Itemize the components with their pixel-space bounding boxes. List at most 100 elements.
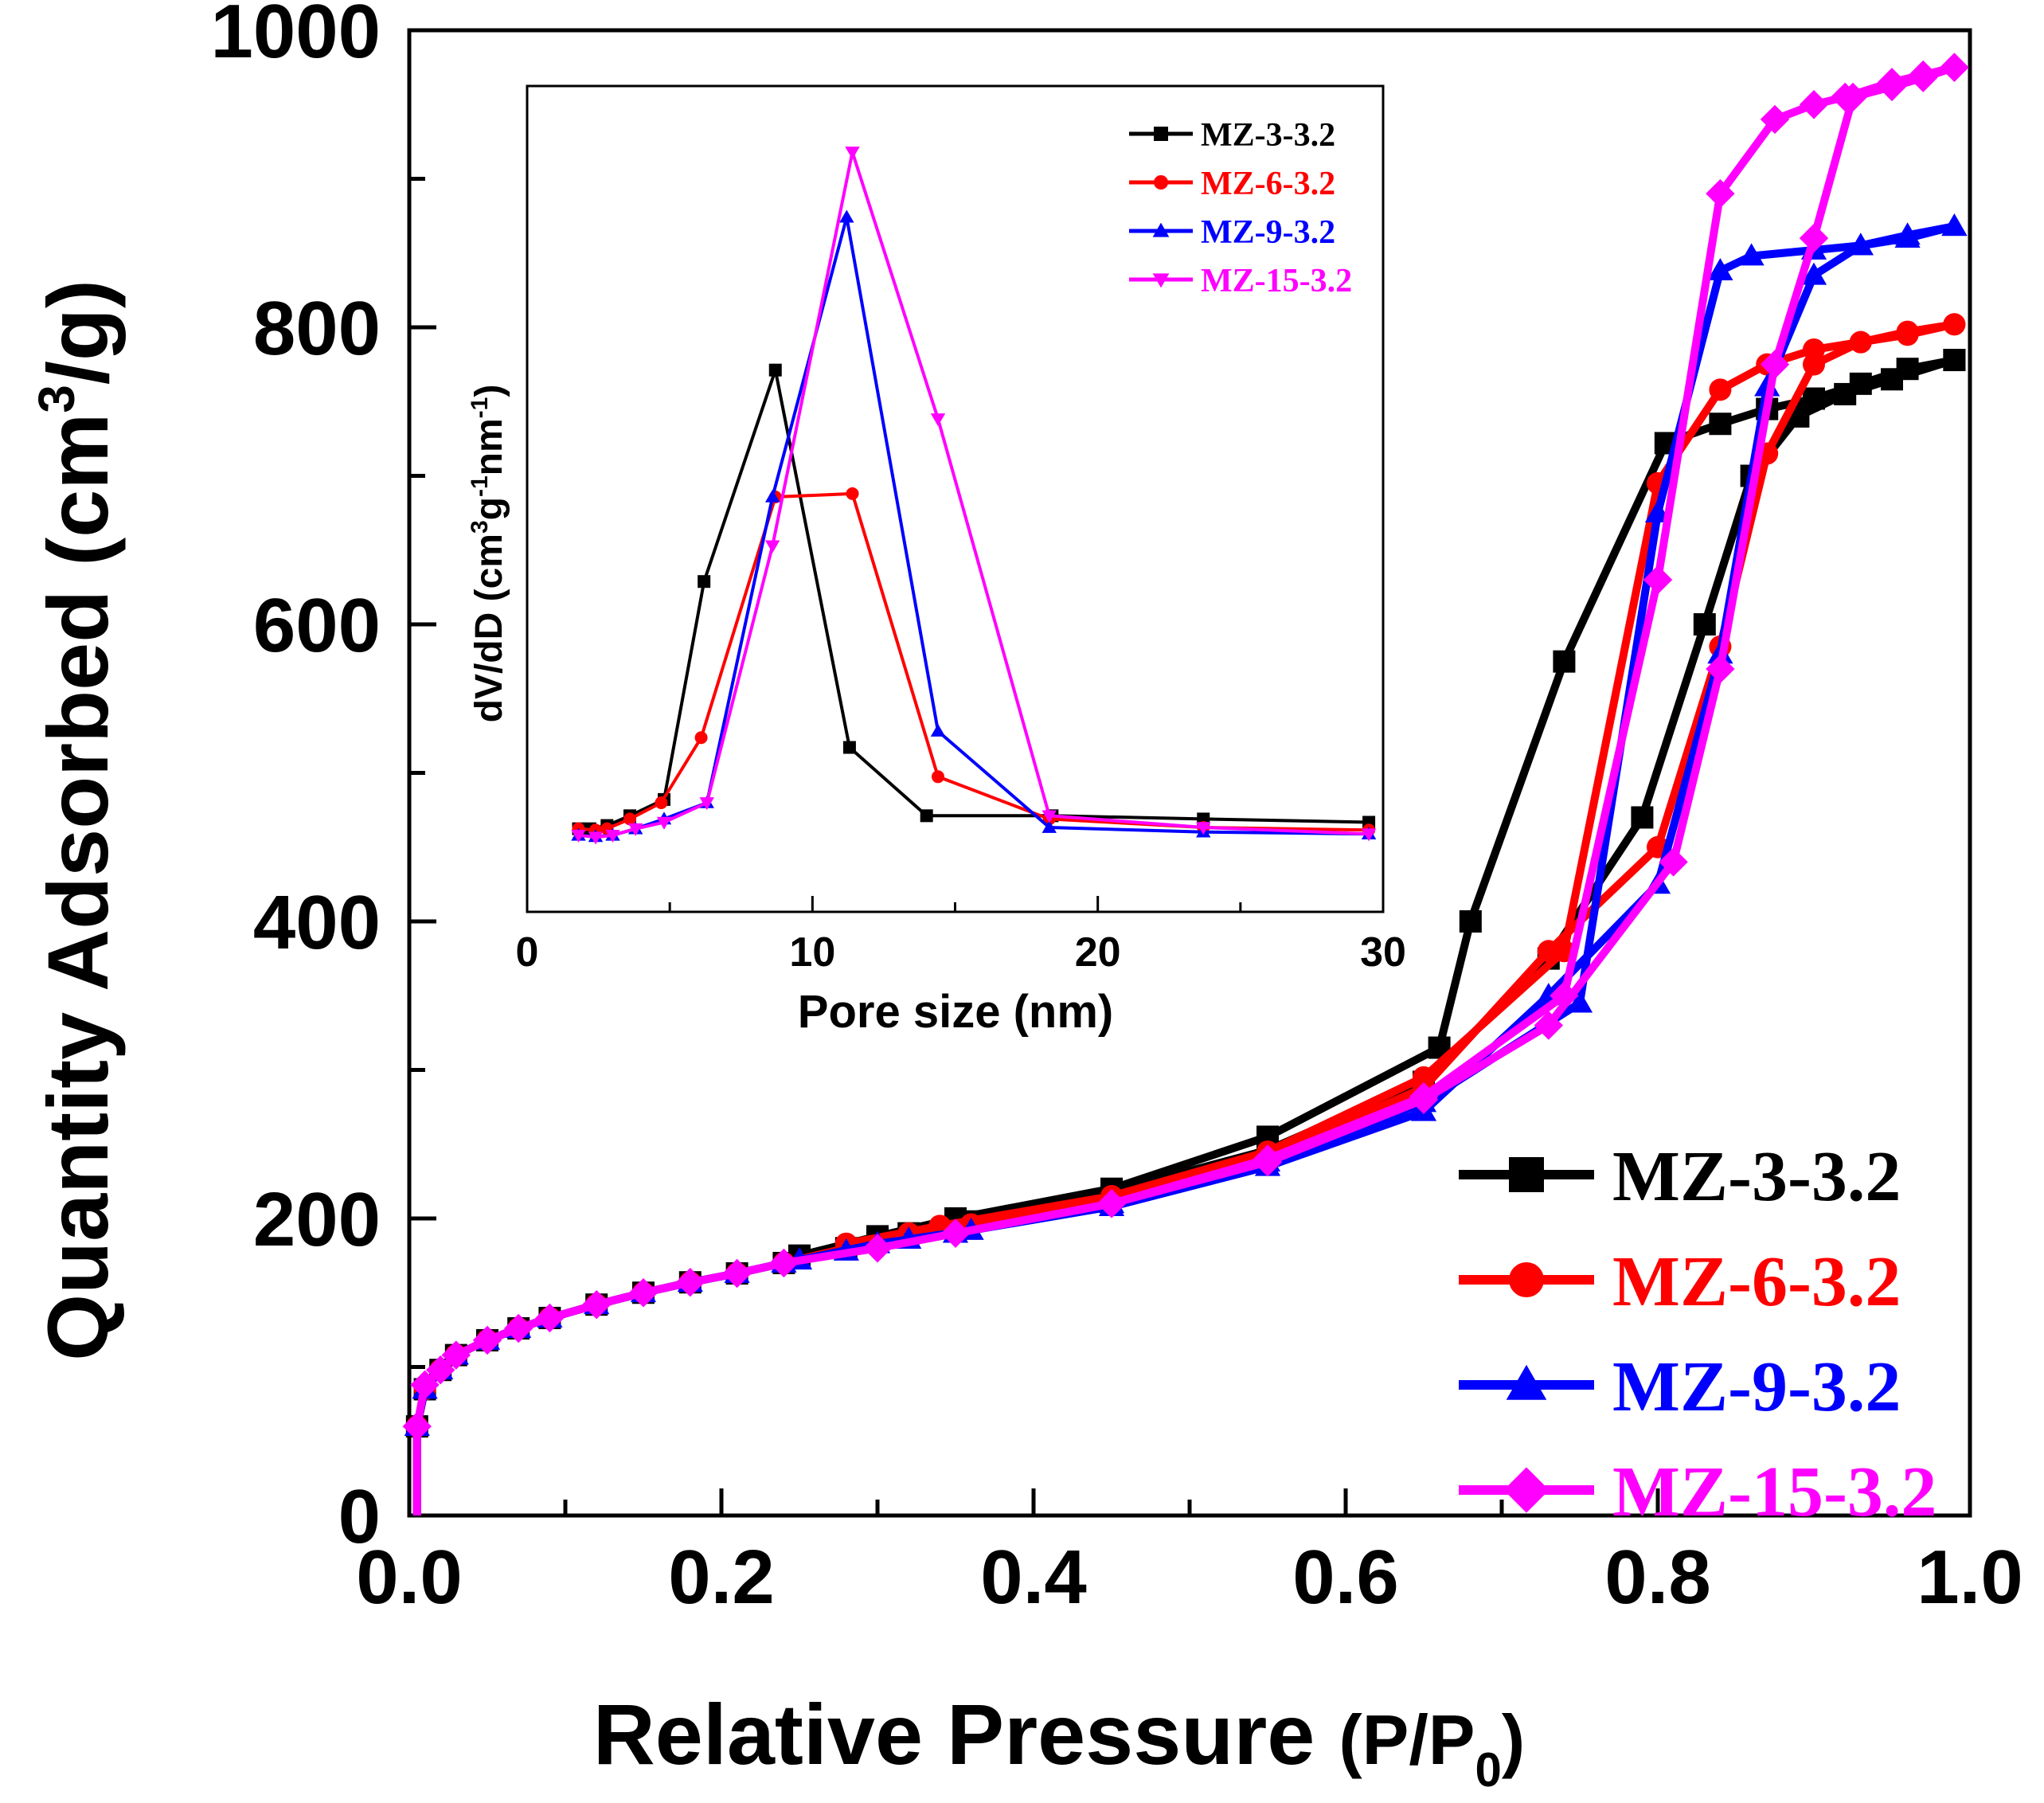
main-legend-label: MZ-15-3.2	[1612, 1453, 1937, 1531]
main-data-point	[1738, 243, 1765, 266]
main-data-point	[504, 1313, 533, 1343]
inset-legend-item: MZ-6-3.2	[1129, 166, 1335, 202]
main-data-point	[722, 1258, 752, 1289]
main-data-point	[1941, 213, 1968, 237]
inset-legend-label: MZ-6-3.2	[1201, 166, 1335, 202]
inset-legend-marker	[1152, 273, 1170, 288]
main-data-point	[1553, 650, 1576, 673]
main-data-point	[1877, 68, 1907, 97]
main-data-point	[1706, 178, 1735, 209]
main-legend-label: MZ-3-3.2	[1612, 1137, 1901, 1216]
inset-data-point	[698, 575, 711, 589]
inset-y-axis-title: dV/dD (cm3g-1nm-1)	[467, 385, 510, 723]
main-data-point	[1799, 223, 1829, 253]
inset-data-point	[1361, 828, 1377, 842]
main-x-axis-title: Relative Pressure (P/P0)	[593, 1686, 1525, 1797]
main-data-point	[1534, 1011, 1563, 1040]
inset-x-tick-label: 30	[1360, 929, 1406, 976]
main-data-point	[862, 1234, 893, 1263]
inset-x-tick-label: 20	[1075, 929, 1121, 976]
main-data-point	[1413, 1066, 1435, 1089]
main-data-point	[1894, 225, 1921, 248]
inset-data-point	[571, 830, 586, 843]
main-data-point	[1409, 1081, 1439, 1112]
inset-legend-label: MZ-3-3.2	[1201, 117, 1335, 154]
main-data-point	[1909, 60, 1938, 90]
main-data-point	[1847, 233, 1874, 256]
inset-data-point	[932, 770, 944, 784]
main-legend-label: MZ-9-3.2	[1612, 1347, 1901, 1426]
inset-data-point	[839, 209, 854, 223]
main-x-tick-label: 1.0	[1917, 1535, 2023, 1620]
main-data-point	[582, 1289, 612, 1320]
inset-legend-item: MZ-15-3.2	[1129, 263, 1352, 299]
main-data-point	[1643, 565, 1673, 595]
main-legend-marker	[1506, 1364, 1547, 1400]
inset-series-group	[571, 147, 1377, 845]
inset-data-point	[655, 796, 668, 809]
main-legend-label: MZ-6-3.2	[1612, 1242, 1901, 1321]
main-x-tick-label: 0.2	[668, 1535, 774, 1620]
main-data-point	[1760, 104, 1790, 135]
inset-legend-label: MZ-9-3.2	[1201, 214, 1335, 251]
main-x-tick-label: 0.8	[1604, 1535, 1710, 1620]
main-x-tick-label: 0.0	[356, 1535, 462, 1620]
inset-data-point	[920, 809, 933, 823]
inset-legend: MZ-3-3.2 MZ-6-3.2 MZ-9-3.2 MZ-15-3.2	[1129, 117, 1352, 299]
main-data-point	[1709, 413, 1732, 436]
main-data-point	[1709, 378, 1732, 401]
inset-x-axis-title: Pore size (nm)	[798, 986, 1113, 1038]
main-data-point	[675, 1267, 705, 1297]
inset-legend-item: MZ-9-3.2	[1129, 214, 1335, 251]
main-data-point	[1849, 330, 1872, 354]
main-legend: MZ-3-3.2 MZ-6-3.2 MZ-9-3.2 MZ-15-3.2	[1459, 1137, 1937, 1531]
main-data-point	[1896, 358, 1919, 381]
main-y-tick-label: 600	[253, 583, 381, 668]
inset-data-point	[1042, 810, 1057, 823]
main-data-point	[1659, 847, 1688, 877]
inset-data-point	[1196, 822, 1211, 835]
main-data-point	[1943, 349, 1966, 372]
main-data-point	[628, 1278, 659, 1308]
main-data-point	[402, 1411, 432, 1441]
main-data-point	[1940, 53, 1969, 82]
inset-data-point	[694, 731, 708, 745]
main-legend-item: MZ-3-3.2	[1459, 1137, 1901, 1216]
main-series-MZ-15-3.2	[402, 53, 1969, 1516]
inset-data-point	[699, 797, 714, 811]
inset-data-point	[764, 540, 780, 553]
main-y-tick-label: 0	[338, 1474, 381, 1559]
main-data-point	[426, 1355, 455, 1385]
inset-background	[527, 86, 1383, 912]
inset-data-point	[627, 823, 643, 836]
inset-series-MZ-15-3.2	[571, 147, 1377, 845]
main-legend-marker	[1503, 1467, 1550, 1513]
main-data-point	[1706, 654, 1735, 684]
main-data-point	[1803, 387, 1825, 410]
main-legend-item: MZ-6-3.2	[1459, 1242, 1901, 1321]
inset-x-tick-label: 0	[516, 929, 539, 976]
main-data-point	[1849, 372, 1872, 395]
main-data-point	[1800, 262, 1827, 285]
main-legend-item: MZ-9-3.2	[1459, 1347, 1901, 1426]
main-data-point	[1631, 806, 1654, 829]
inset-legend-marker	[1154, 175, 1168, 190]
inset-tick-labels: 0 10 20 30	[516, 929, 1406, 976]
main-data-point	[1566, 990, 1593, 1013]
inset-data-point	[656, 816, 672, 830]
main-data-point	[1707, 258, 1733, 281]
main-data-point	[1550, 981, 1579, 1011]
inset-data-point	[623, 812, 636, 826]
main-data-point	[472, 1325, 502, 1355]
inset-data-point	[842, 741, 856, 754]
inset-data-point	[605, 830, 620, 843]
main-y-tick-label: 800	[253, 286, 381, 371]
main-data-point	[1803, 338, 1825, 361]
main-legend-item: MZ-15-3.2	[1459, 1453, 1937, 1531]
main-x-tick-label: 0.6	[1292, 1535, 1398, 1620]
main-data-point	[1799, 90, 1829, 119]
main-y-tick-label: 200	[253, 1177, 381, 1262]
main-legend-marker	[1509, 1157, 1544, 1192]
